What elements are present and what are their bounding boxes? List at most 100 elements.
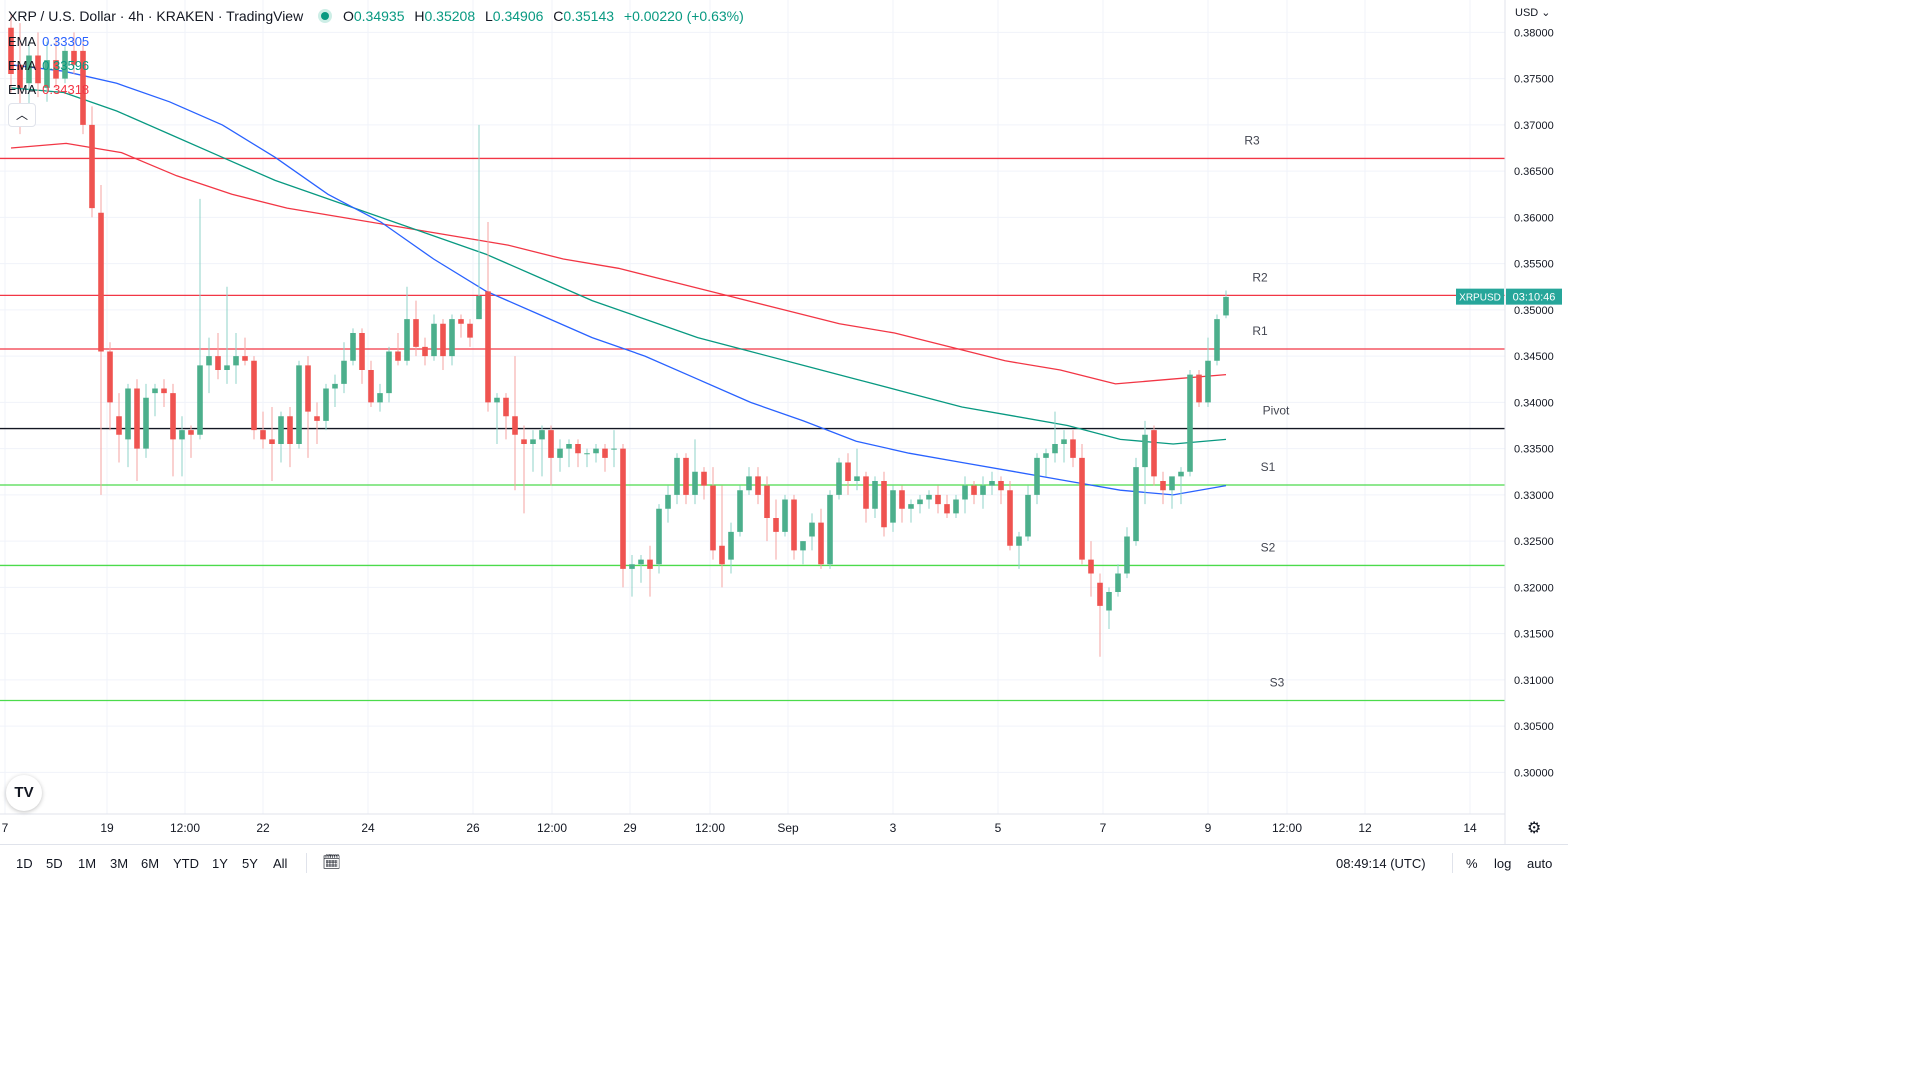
- candle: [449, 314, 455, 366]
- ema-line-red: [10, 142, 1227, 385]
- candle: [827, 490, 833, 569]
- candle: [287, 407, 293, 468]
- timeframe-5d[interactable]: 5D: [46, 856, 63, 871]
- market-status-dot: [321, 12, 330, 20]
- candle: [386, 346, 392, 403]
- x-tick-label: 12:00: [1272, 821, 1302, 835]
- y-tick-label: 0.33000: [1514, 490, 1554, 502]
- candle: [764, 476, 770, 542]
- candles: [8, 13, 1229, 657]
- candle: [314, 402, 320, 444]
- candle: [422, 337, 428, 366]
- candle: [476, 124, 482, 320]
- x-tick-label: 7: [1100, 821, 1107, 835]
- candle: [1223, 290, 1229, 319]
- gear-icon[interactable]: ⚙: [1527, 820, 1542, 837]
- timeframe-3m[interactable]: 3M: [110, 856, 129, 871]
- price-tag-countdown-bg: [1506, 288, 1562, 305]
- y-tick-label: 0.30500: [1514, 721, 1554, 733]
- timeframe-1y[interactable]: 1Y: [212, 856, 228, 871]
- level-label-r2: R2: [1252, 270, 1268, 284]
- high-label: H: [414, 8, 425, 24]
- level-label-r1: R1: [1252, 324, 1268, 338]
- candle: [1106, 587, 1112, 629]
- ema-line-green: [10, 87, 1227, 445]
- currency-selector[interactable]: USD ⌄: [1515, 6, 1551, 19]
- candle: [944, 494, 950, 518]
- candle: [1142, 420, 1148, 505]
- candle: [1133, 457, 1139, 546]
- candle: [620, 444, 626, 588]
- toolbar-divider: [1452, 853, 1453, 873]
- timeframe-ytd[interactable]: YTD: [173, 856, 199, 871]
- candle: [440, 319, 446, 370]
- candle: [35, 32, 41, 98]
- candle: [1151, 425, 1157, 486]
- ema-legend-1[interactable]: EMA 0.33305: [8, 34, 89, 49]
- log-toggle[interactable]: log: [1494, 856, 1512, 871]
- price-axis[interactable]: 0.38000 0.37500 0.37000 0.36500 0.36000 0.355…: [1514, 27, 1554, 779]
- candle: [989, 471, 995, 495]
- timeframe-6m[interactable]: 6M: [141, 856, 160, 871]
- candle: [188, 425, 194, 458]
- calendar-range-icon[interactable]: 🗓: [322, 854, 342, 871]
- y-tick-label: 0.31000: [1514, 675, 1554, 687]
- ema-name: EMA: [8, 82, 37, 97]
- candle: [899, 485, 905, 523]
- candle: [917, 494, 923, 514]
- currency-label: USD: [1515, 7, 1539, 19]
- percent-toggle[interactable]: %: [1466, 856, 1478, 871]
- change-value: +0.00220 (+0.63%): [623, 8, 744, 24]
- candle: [350, 328, 356, 366]
- x-tick-label: 7: [2, 821, 9, 835]
- candle: [71, 32, 77, 74]
- collapse-legend-button[interactable]: ︿: [8, 103, 36, 127]
- price-tag-countdown: 03:10:46: [1513, 292, 1556, 304]
- candle: [656, 504, 662, 574]
- candle: [143, 383, 149, 458]
- timeframe-all[interactable]: All: [273, 856, 288, 871]
- candle: [1088, 541, 1094, 597]
- candle: [296, 360, 302, 449]
- ema-legend-3[interactable]: EMA 0.34318: [8, 82, 89, 97]
- timeframe-1d[interactable]: 1D: [16, 856, 33, 871]
- candle: [845, 453, 851, 495]
- x-tick-label: 12:00: [537, 821, 567, 835]
- interval[interactable]: 4h: [128, 8, 144, 24]
- utc-clock[interactable]: 08:49:14 (UTC): [1336, 856, 1426, 871]
- candle: [872, 476, 878, 518]
- candle: [629, 555, 635, 597]
- level-label-s3: S3: [1270, 676, 1285, 690]
- toolbar-divider: [306, 853, 307, 873]
- candle: [593, 444, 599, 463]
- candle: [737, 485, 743, 537]
- chevron-up-icon: ︿: [15, 108, 28, 122]
- chevron-down-icon: ⌄: [1541, 7, 1551, 19]
- ema-legend-2[interactable]: EMA 0.33596: [8, 58, 89, 73]
- time-axis[interactable]: 7 19 12:00 22 24 26 12:00 29 12:00 Sep 3 5 7 9 12:00 12…: [2, 821, 1477, 835]
- ema-line-blue: [10, 64, 1227, 496]
- timeframe-1m[interactable]: 1M: [78, 856, 97, 871]
- tradingview-logo[interactable]: TV: [6, 775, 42, 811]
- timeframe-5y[interactable]: 5Y: [242, 856, 258, 871]
- candle: [1043, 448, 1049, 477]
- candle: [908, 499, 914, 523]
- candle: [1070, 430, 1076, 468]
- candle: [575, 439, 581, 468]
- candle: [1052, 411, 1058, 463]
- x-tick-label: 12:00: [695, 821, 725, 835]
- candle: [89, 106, 95, 218]
- y-tick-label: 0.37500: [1514, 74, 1554, 86]
- candle: [683, 453, 689, 505]
- candle: [323, 383, 329, 431]
- candle: [125, 383, 131, 468]
- grid: [0, 0, 1505, 814]
- candle: [152, 383, 158, 417]
- auto-toggle[interactable]: auto: [1527, 856, 1553, 871]
- candle: [1214, 314, 1220, 366]
- symbol-title[interactable]: XRP / U.S. Dollar: [8, 8, 116, 24]
- candle: [431, 314, 437, 361]
- candle: [566, 439, 572, 468]
- candle: [1016, 531, 1022, 569]
